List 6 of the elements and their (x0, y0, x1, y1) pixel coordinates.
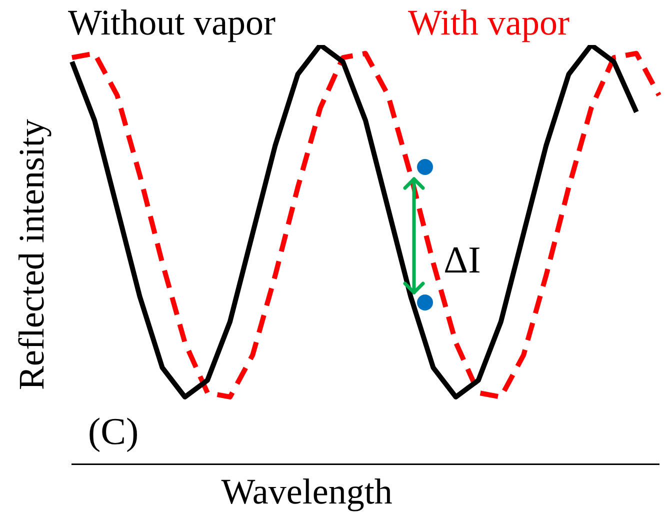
y-axis-title: Reflected intensity (11, 119, 52, 390)
x-axis-title: Wavelength (221, 471, 392, 512)
annotation: (C) (88, 410, 139, 453)
series-label: With vapor (408, 2, 570, 42)
series-label: Without vapor (68, 2, 276, 42)
annotation: ΔI (444, 239, 481, 282)
